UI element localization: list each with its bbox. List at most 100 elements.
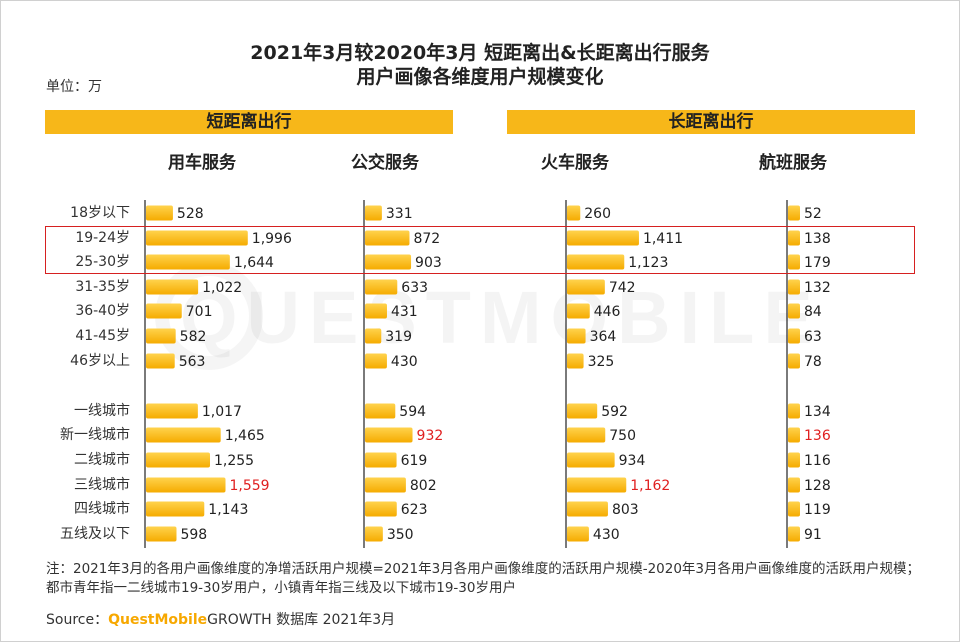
bar-value-label: 1,255	[214, 453, 254, 469]
bar	[146, 353, 175, 369]
bar-value-label: 134	[804, 404, 831, 420]
bar-value-label: 592	[601, 404, 628, 420]
watermark-text: QUESTMOBILE	[180, 275, 822, 360]
bar-value-label: 431	[391, 304, 418, 320]
row-label: 二线城市	[74, 452, 130, 468]
group-header-long: 长距离出行	[507, 110, 915, 134]
bar	[567, 353, 584, 369]
bar-value-label: 84	[804, 304, 822, 320]
bar-value-label: 1,162	[630, 478, 670, 494]
bar	[365, 427, 413, 443]
bar-value-label: 750	[609, 428, 636, 444]
bar-value-label: 350	[387, 527, 414, 543]
bar	[567, 403, 598, 419]
bar	[788, 353, 800, 369]
source-line: Source：QuestMobileGROWTH 数据库 2021年3月	[46, 609, 395, 629]
bar	[365, 477, 406, 493]
bar-value-label: 52	[804, 206, 822, 222]
bar-value-label: 742	[609, 280, 636, 296]
bar-value-label: 1,411	[643, 231, 683, 247]
row-label: 五线及以下	[60, 526, 130, 542]
bar-value-label: 78	[804, 354, 822, 370]
row-label: 三线城市	[74, 477, 130, 493]
bar-value-label: 430	[391, 354, 418, 370]
bar	[788, 279, 800, 295]
bar	[788, 427, 800, 443]
bar	[146, 279, 199, 295]
bar	[146, 205, 173, 221]
bar	[146, 403, 198, 419]
source-brand: QuestMobile	[108, 612, 208, 628]
bar-value-label: 1,143	[208, 502, 248, 518]
bar-value-label: 803	[612, 502, 639, 518]
bar-value-label: 701	[186, 304, 213, 320]
bar	[146, 328, 176, 344]
bar	[567, 427, 606, 443]
bar	[567, 279, 605, 295]
bar	[365, 452, 397, 468]
series-header-flight: 航班服务	[759, 153, 827, 173]
row-label: 四线城市	[74, 501, 130, 517]
bar	[788, 477, 800, 493]
series-header-bus: 公交服务	[351, 153, 419, 173]
bar	[788, 254, 800, 270]
bar-value-label: 594	[399, 404, 426, 420]
bar	[146, 254, 230, 270]
bar-value-label: 802	[410, 478, 437, 494]
series-header-train: 火车服务	[541, 153, 609, 173]
highlight-box	[45, 226, 915, 274]
bar	[365, 328, 382, 344]
row-label: 19-24岁	[75, 230, 130, 246]
bar-value-label: 619	[401, 453, 428, 469]
bar	[567, 501, 608, 517]
bar	[146, 526, 177, 542]
row-label: 25-30岁	[75, 254, 130, 270]
bar-value-label: 319	[385, 329, 412, 345]
bar-value-label: 563	[179, 354, 206, 370]
bar-value-label: 1,559	[230, 478, 270, 494]
bar-value-label: 1,465	[225, 428, 265, 444]
group-header-short: 短距离出行	[45, 110, 453, 134]
bar	[567, 477, 627, 493]
bar-value-label: 325	[588, 354, 615, 370]
bar-value-label: 364	[590, 329, 617, 345]
source-prefix: Source：	[46, 612, 109, 628]
bar-value-label: 932	[417, 428, 444, 444]
bar-value-label: 582	[180, 329, 207, 345]
bar	[365, 230, 410, 246]
bar	[788, 230, 800, 246]
chart-title-line2: 用户画像各维度用户规模变化	[356, 66, 604, 88]
bar-value-label: 132	[804, 280, 831, 296]
bar	[567, 328, 586, 344]
bar	[146, 427, 221, 443]
bar	[567, 452, 615, 468]
bar	[146, 303, 182, 319]
bar	[365, 205, 382, 221]
row-label: 18岁以下	[70, 205, 130, 221]
bar-value-label: 633	[401, 280, 428, 296]
bar-value-label: 528	[177, 206, 204, 222]
bar	[567, 254, 625, 270]
chart-title-line1: 2021年3月较2020年3月 短距离出&长距离出行服务	[250, 42, 710, 64]
bar	[365, 353, 387, 369]
bar-value-label: 1,123	[628, 255, 668, 271]
bar	[146, 501, 205, 517]
bar-value-label: 598	[180, 527, 207, 543]
bar	[788, 328, 800, 344]
bar-value-label: 623	[401, 502, 428, 518]
bar-value-label: 1,644	[234, 255, 274, 271]
bar-value-label: 934	[619, 453, 646, 469]
bar-value-label: 331	[386, 206, 413, 222]
row-label: 一线城市	[74, 403, 130, 419]
bar-value-label: 1,017	[202, 404, 242, 420]
row-label: 31-35岁	[75, 279, 130, 295]
bar-value-label: 63	[804, 329, 822, 345]
bar	[567, 526, 589, 542]
bar	[365, 501, 397, 517]
bar	[788, 403, 800, 419]
bar	[788, 205, 800, 221]
bar	[567, 303, 590, 319]
series-header-ride: 用车服务	[168, 153, 236, 173]
bar	[365, 279, 398, 295]
bar-value-label: 116	[804, 453, 831, 469]
